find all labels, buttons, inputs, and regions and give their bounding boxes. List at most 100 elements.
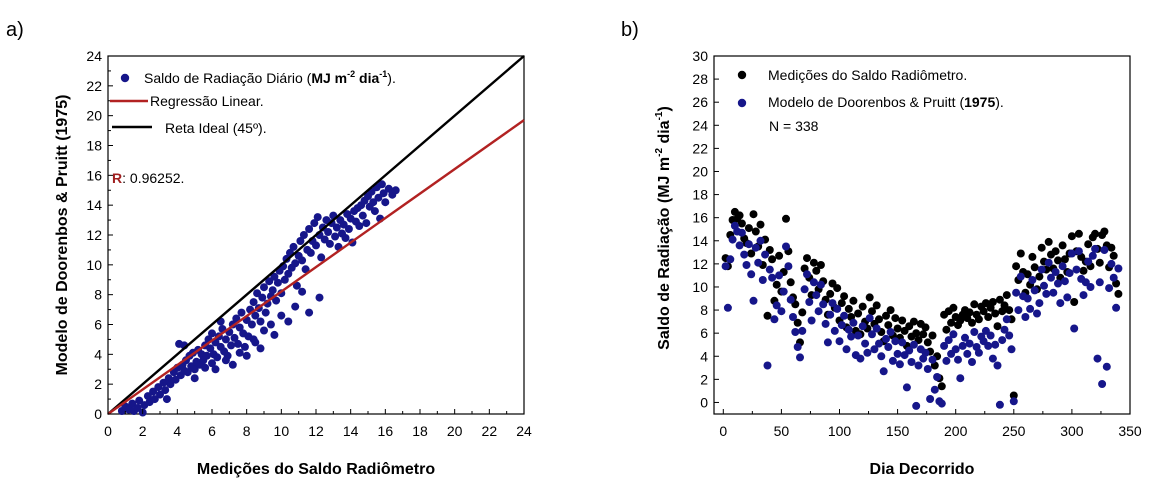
x-tick-label-a: 6 <box>208 423 216 439</box>
data-point-measured <box>840 292 849 301</box>
data-point-measured <box>1100 227 1109 236</box>
data-point-a <box>355 222 364 230</box>
data-point-model <box>849 318 858 327</box>
data-point-a <box>292 281 301 290</box>
y-tick-label-b: 12 <box>692 256 708 272</box>
legend-b-measured-marker <box>737 70 747 80</box>
data-point-a <box>202 351 211 360</box>
data-point-measured <box>882 311 890 320</box>
data-point-a <box>289 242 298 251</box>
chart-b: 0 50 100 150 200 250 300 3500246810121416182022… <box>654 48 1142 478</box>
y-tick-label-a: 12 <box>86 227 102 243</box>
data-point-a <box>370 207 379 216</box>
data-point-model <box>1002 315 1011 324</box>
data-point-a <box>227 341 236 350</box>
x-tick-label-b: 250 <box>1002 423 1026 439</box>
data-point-a <box>159 378 168 387</box>
data-point-a <box>251 311 260 320</box>
data-point-measured <box>912 329 921 338</box>
legend-b-model-prefix: Modelo de Doorenbos & Pruitt ( <box>768 94 964 110</box>
data-point-model <box>968 358 976 366</box>
data-point-measured <box>1109 251 1118 260</box>
data-point-model <box>789 313 797 321</box>
data-point-model <box>1070 324 1079 333</box>
data-point-measured <box>968 318 976 327</box>
data-point-measured <box>875 315 883 324</box>
data-point-model <box>1105 284 1114 293</box>
y-tick-label-b: 4 <box>700 348 708 364</box>
data-point-a <box>268 286 277 295</box>
data-point-a <box>190 374 199 383</box>
data-point-model <box>768 273 777 282</box>
chart-a-x-label: Medições do Saldo Radiômetro <box>197 461 435 478</box>
data-point-a <box>261 308 270 317</box>
data-point-model <box>998 336 1007 345</box>
data-point-model <box>833 304 842 313</box>
data-point-measured <box>837 299 846 308</box>
y-tick-label-a: 10 <box>86 257 102 273</box>
data-point-model <box>1109 273 1118 282</box>
data-point-model <box>828 299 837 308</box>
y-label-b-sup1: -2 <box>654 148 665 157</box>
data-point-model <box>754 258 763 267</box>
data-point-model <box>912 401 921 410</box>
data-point-measured <box>991 309 1000 318</box>
data-point-model <box>814 307 823 316</box>
data-point-measured <box>942 325 951 334</box>
legend-b-model-label: Modelo de Doorenbos & Pruitt (1975). <box>768 94 1004 110</box>
data-point-model <box>888 356 897 365</box>
data-point-a <box>221 335 230 344</box>
x-tick-label-b: 0 <box>719 423 727 439</box>
data-point-a <box>270 330 279 339</box>
legend-a-suffix: ). <box>387 70 396 86</box>
data-point-a <box>150 395 159 404</box>
chart-a-regression-line <box>107 119 525 415</box>
chart-b-ticks: 0 50 100 150 200 250 300 3500246810121416182022… <box>692 48 1141 439</box>
data-point-measured <box>965 308 974 317</box>
data-point-a <box>369 198 378 207</box>
legend-a-scatter-prefix: Saldo de Radiação Diário ( <box>144 70 312 86</box>
x-tick-label-a: 2 <box>139 423 147 439</box>
legend-b-n-text: N = 338 <box>769 118 819 134</box>
data-point-a <box>149 387 158 396</box>
data-point-a <box>256 344 265 353</box>
y-tick-label-a: 8 <box>94 287 102 303</box>
y-tick-label-a: 22 <box>86 78 102 94</box>
data-point-model <box>830 326 839 335</box>
data-point-model <box>940 341 949 350</box>
data-point-measured <box>1107 243 1116 252</box>
data-point-model <box>1000 325 1009 334</box>
data-point-model <box>870 345 879 354</box>
x-tick-label-a: 12 <box>308 423 324 439</box>
data-point-a <box>260 283 268 292</box>
data-point-model <box>735 241 744 250</box>
data-point-a <box>284 269 293 278</box>
data-point-model <box>1093 354 1102 363</box>
data-point-measured <box>793 318 802 327</box>
data-point-a <box>135 396 144 405</box>
data-point-model <box>956 374 965 383</box>
data-point-model <box>958 341 967 350</box>
data-point-measured <box>772 280 781 289</box>
data-point-a <box>183 368 192 377</box>
data-point-a <box>277 311 286 320</box>
data-point-measured <box>735 211 744 220</box>
data-point-model <box>1100 246 1109 254</box>
data-point-model <box>807 316 816 325</box>
data-point-measured <box>812 266 821 275</box>
data-point-model <box>1007 345 1016 354</box>
data-point-measured <box>1012 262 1021 271</box>
data-point-a <box>213 353 222 362</box>
y-label-b-prefix: Saldo de Radiação (MJ m <box>656 157 673 350</box>
data-point-measured <box>1095 258 1104 267</box>
chart-b-points <box>721 207 1123 410</box>
data-point-measured <box>798 308 807 317</box>
data-point-a <box>249 335 258 344</box>
data-point-model <box>819 300 828 309</box>
x-tick-label-a: 4 <box>173 423 181 439</box>
data-point-measured <box>974 315 983 324</box>
data-point-a <box>296 237 305 245</box>
data-point-a <box>325 239 334 248</box>
data-point-model <box>944 336 953 345</box>
